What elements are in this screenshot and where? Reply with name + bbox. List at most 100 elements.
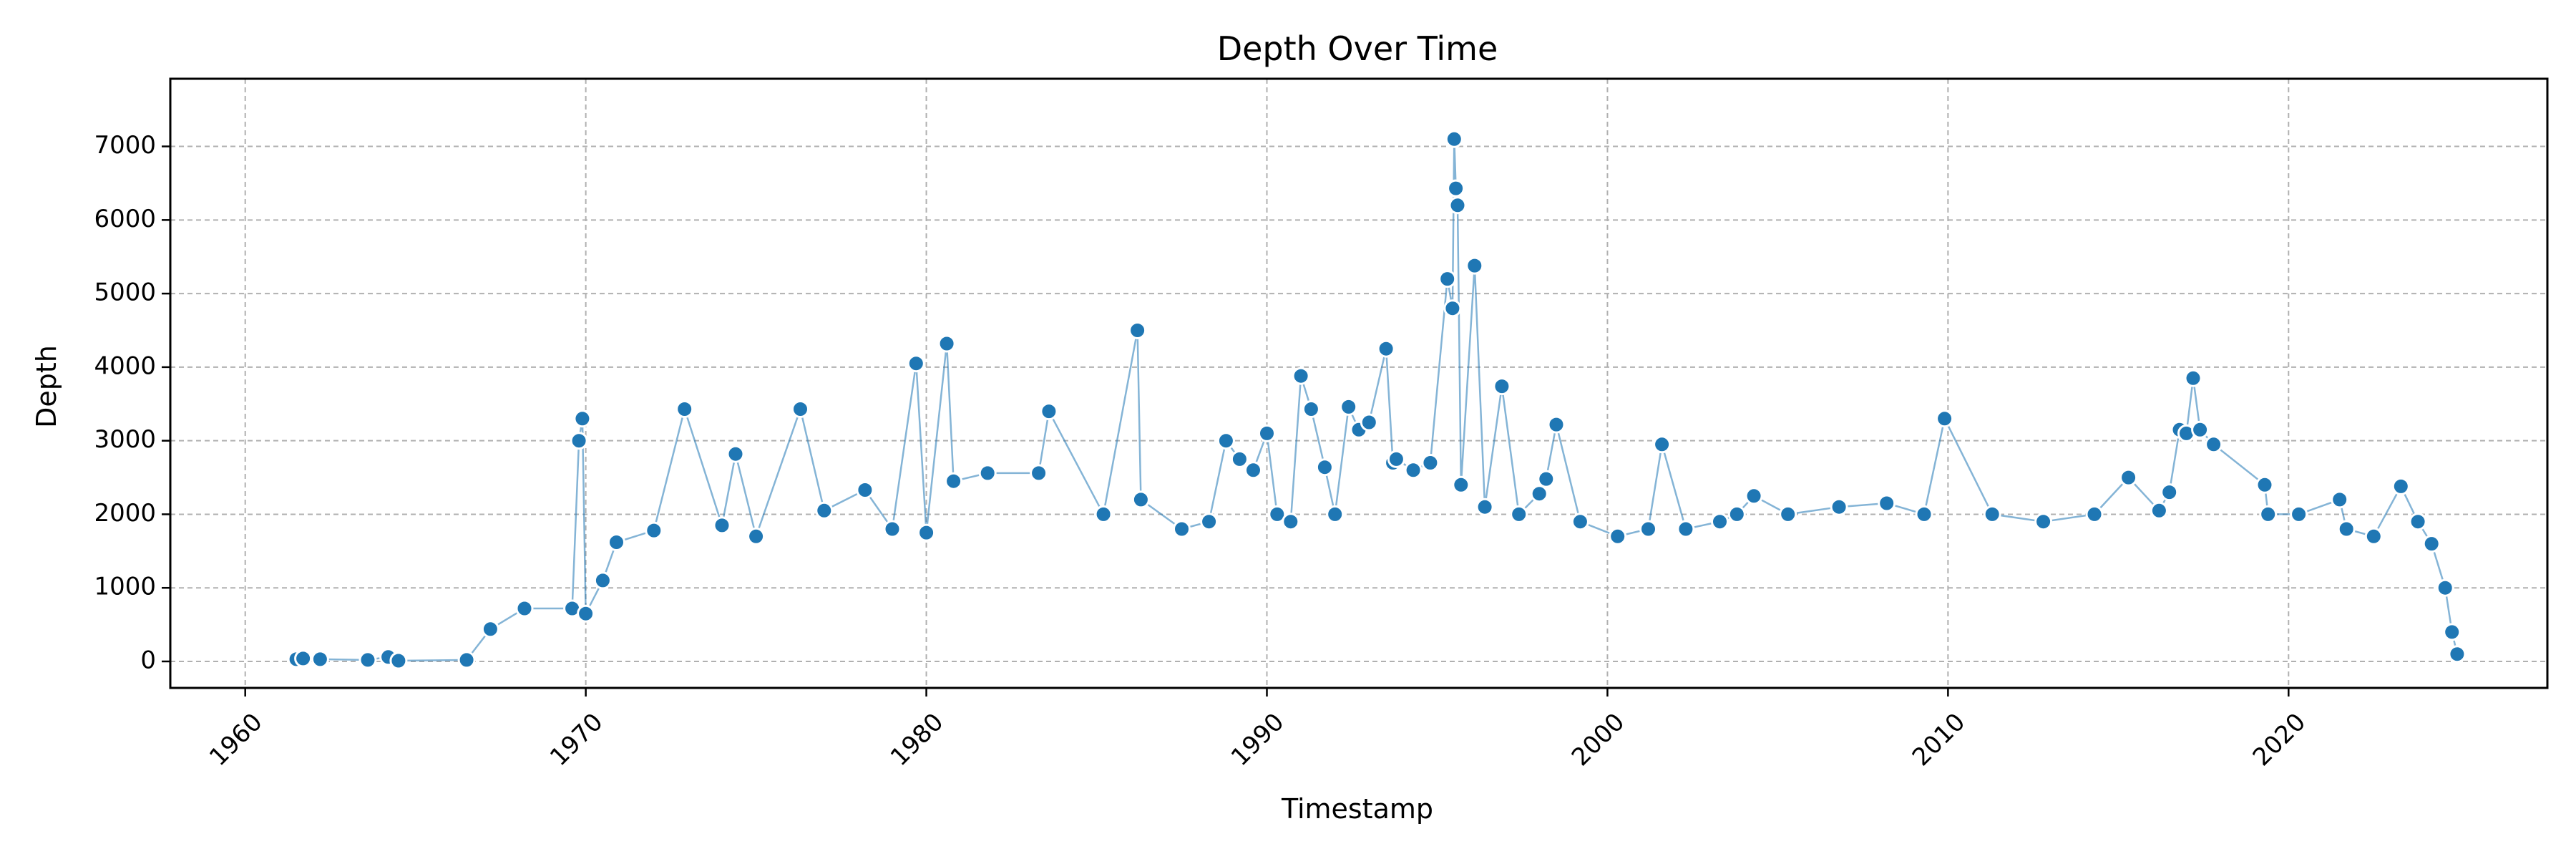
data-point <box>1340 397 1358 416</box>
data-point <box>608 533 625 551</box>
data-point <box>593 571 612 590</box>
data-point <box>1609 527 1627 545</box>
y-tick-label: 6000 <box>94 205 156 233</box>
data-point <box>675 400 694 418</box>
data-point <box>2443 623 2462 641</box>
y-axis: 0 1000 2000 3000 4000 5000 6000 7000 <box>94 131 170 675</box>
data-point <box>1571 513 1589 531</box>
data-point <box>2436 578 2454 597</box>
data-point <box>937 334 956 353</box>
data-point <box>573 409 592 428</box>
data-point <box>726 445 745 463</box>
data-point <box>1465 256 1484 275</box>
data-point <box>1387 450 1405 468</box>
series-depth <box>287 130 2467 670</box>
data-point <box>2409 513 2427 531</box>
data-point <box>1292 367 1310 385</box>
data-point <box>1258 424 1276 442</box>
data-point <box>791 400 809 418</box>
y-tick-label: 0 <box>140 646 156 675</box>
y-tick-label: 3000 <box>94 425 156 454</box>
data-point <box>1547 415 1566 434</box>
data-point <box>1438 270 1457 288</box>
chart-title: Depth Over Time <box>1217 29 1498 68</box>
data-point <box>1360 413 1378 432</box>
series-line <box>296 139 2459 662</box>
data-point <box>856 481 874 499</box>
data-point <box>2191 420 2210 439</box>
data-point <box>1094 505 1113 523</box>
data-point <box>1530 485 1548 503</box>
data-point <box>2184 369 2202 387</box>
data-point <box>358 651 377 669</box>
data-point <box>2259 505 2278 523</box>
data-point <box>2150 501 2168 520</box>
data-point <box>294 649 313 668</box>
x-tick-label: 2010 <box>1907 708 1971 772</box>
data-point <box>1727 505 1746 523</box>
data-point <box>2337 520 2356 538</box>
data-point <box>883 520 902 538</box>
data-point <box>577 604 595 623</box>
x-tick-label: 2000 <box>1566 708 1630 772</box>
data-point <box>1326 505 1345 523</box>
data-point <box>481 620 499 639</box>
data-point <box>978 464 997 482</box>
data-point <box>515 599 534 618</box>
data-point <box>1493 377 1511 396</box>
data-point <box>1173 520 1191 538</box>
data-point <box>1711 513 1729 531</box>
data-point <box>2034 513 2053 531</box>
data-point <box>1282 513 1300 531</box>
grid <box>170 79 2547 688</box>
data-point <box>1510 505 1528 523</box>
data-point <box>1268 505 1287 523</box>
data-point <box>2085 505 2104 523</box>
data-point <box>2160 483 2179 502</box>
data-point <box>389 651 408 670</box>
data-point <box>1452 475 1470 494</box>
data-point <box>1377 339 1395 358</box>
y-tick-label: 1000 <box>94 573 156 601</box>
data-point <box>907 354 925 373</box>
data-point <box>1915 505 1933 523</box>
data-point <box>2391 477 2410 495</box>
x-axis: 1960 1970 1980 1990 2000 2010 2020 <box>204 688 2311 772</box>
data-point <box>1936 409 1954 428</box>
data-point <box>1677 520 1695 538</box>
data-point <box>1230 450 1249 468</box>
data-point <box>2364 527 2383 545</box>
data-point <box>1421 454 1440 472</box>
data-point <box>645 521 663 540</box>
data-point <box>570 432 588 450</box>
data-point <box>1653 435 1672 454</box>
data-point <box>2422 535 2441 553</box>
data-point <box>1315 458 1334 477</box>
data-point <box>1983 505 2001 523</box>
y-tick-label: 5000 <box>94 278 156 307</box>
data-point <box>1745 487 1763 505</box>
data-point <box>1447 179 1465 198</box>
data-point <box>2448 645 2467 664</box>
data-point <box>1445 130 1463 148</box>
y-axis-title: Depth <box>31 345 62 428</box>
data-point <box>917 523 936 542</box>
y-tick-label: 7000 <box>94 131 156 160</box>
data-point <box>2290 505 2308 523</box>
y-tick-label: 2000 <box>94 499 156 528</box>
data-point <box>1404 461 1423 480</box>
data-point <box>311 650 329 669</box>
data-point <box>1131 490 1150 509</box>
plot-frame <box>169 77 2549 689</box>
data-point <box>1639 520 1657 538</box>
x-tick-label: 2020 <box>2248 708 2311 772</box>
x-tick-label: 1980 <box>885 708 949 772</box>
data-point <box>1244 461 1262 480</box>
x-tick-label: 1990 <box>1226 708 1289 772</box>
data-point <box>1302 400 1320 418</box>
data-point <box>2255 475 2274 494</box>
data-point <box>1779 505 1797 523</box>
data-point <box>1128 321 1147 339</box>
